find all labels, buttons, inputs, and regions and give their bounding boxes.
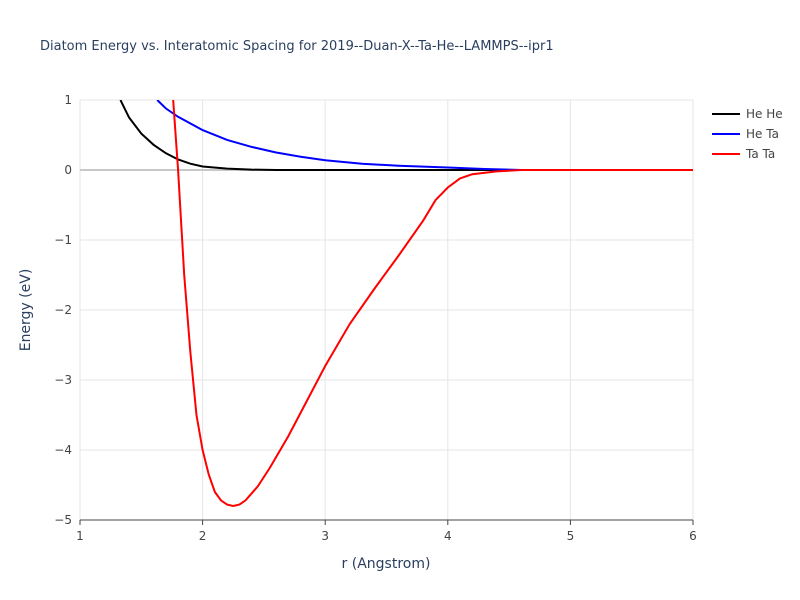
chart-title: Diatom Energy vs. Interatomic Spacing fo…	[40, 39, 554, 54]
x-axis-title: r (Angstrom)	[342, 556, 431, 572]
legend-label: He Ta	[746, 127, 779, 141]
y-tick-label: −5	[54, 513, 72, 527]
y-tick-label: −2	[54, 303, 72, 317]
x-tick-label: 5	[567, 529, 575, 543]
y-tick-label: 1	[64, 93, 72, 107]
x-tick-label: 4	[444, 529, 452, 543]
legend-label: Ta Ta	[745, 147, 775, 161]
x-tick-label: 6	[689, 529, 697, 543]
legend-label: He He	[746, 107, 783, 121]
x-tick-label: 3	[321, 529, 329, 543]
y-tick-label: −3	[54, 373, 72, 387]
y-tick-label: −1	[54, 233, 72, 247]
y-tick-label: 0	[64, 163, 72, 177]
series-line	[119, 100, 693, 171]
series-line	[172, 100, 693, 508]
series-line	[156, 100, 693, 171]
y-tick-label: −4	[54, 443, 72, 457]
plot-area	[119, 100, 693, 508]
x-tick-label: 1	[76, 529, 84, 543]
y-axis-title: Energy (eV)	[18, 269, 34, 352]
x-tick-label: 2	[199, 529, 207, 543]
